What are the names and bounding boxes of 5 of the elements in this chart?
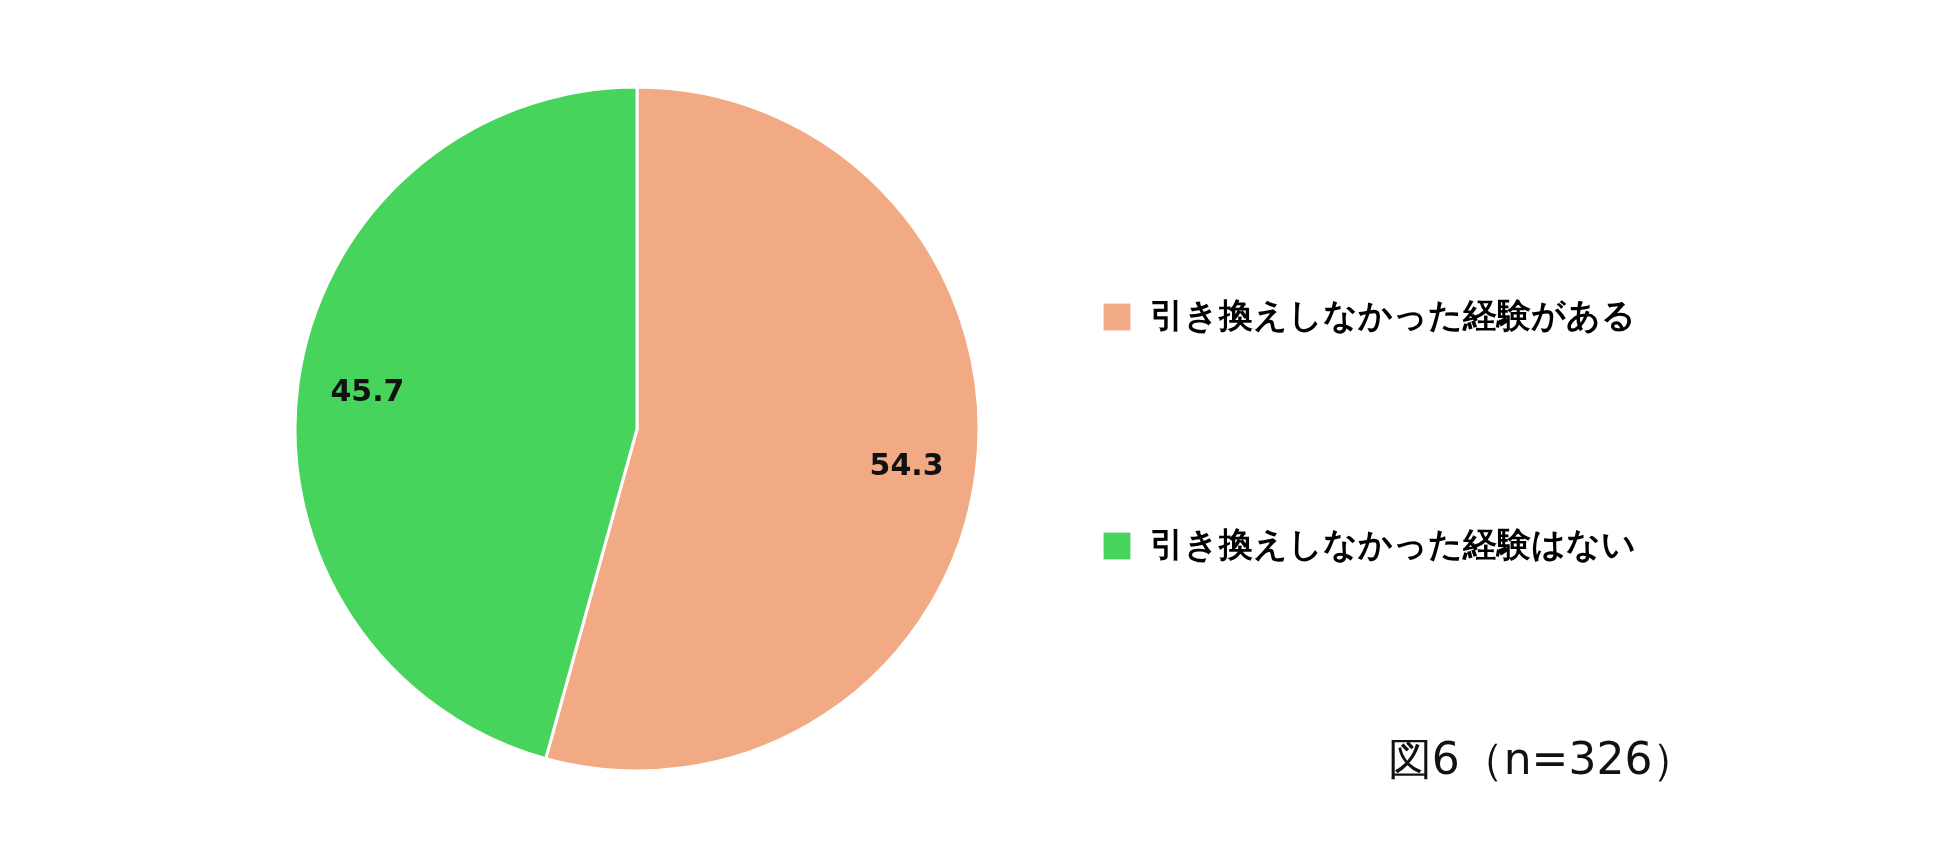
data-label: 45.7	[330, 373, 405, 409]
data-label: 54.3	[869, 446, 944, 482]
legend-label: 引き換えしなかった経験はない	[1150, 524, 1636, 564]
legend-label: 引き換えしなかった経験がある	[1150, 295, 1636, 335]
caption: 図6（n=326）	[1387, 733, 1697, 784]
